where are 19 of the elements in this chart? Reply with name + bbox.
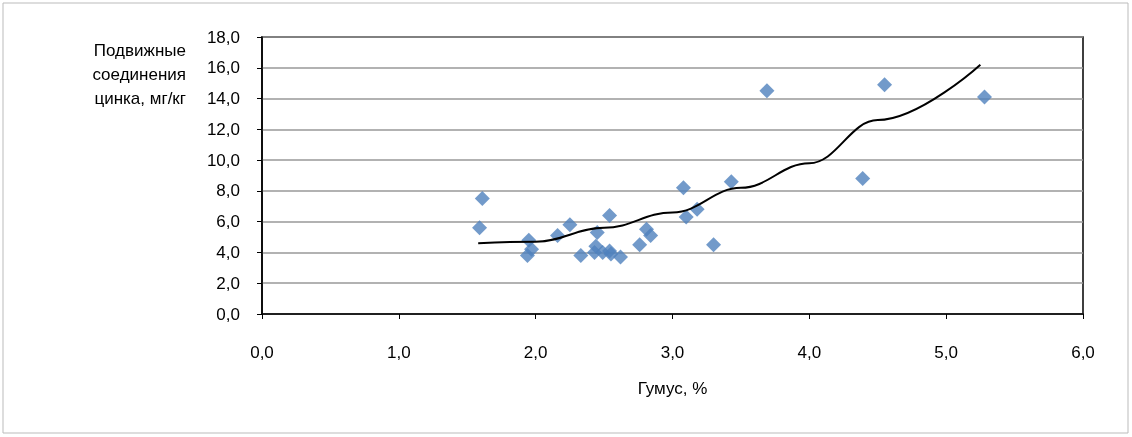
y-tick-label: 8,0 (216, 181, 240, 201)
y-tick-label: 10,0 (206, 150, 240, 170)
y-tick-label: 4,0 (216, 242, 240, 262)
y-tick-label: 6,0 (216, 212, 240, 232)
y-tick-label: 0,0 (216, 304, 240, 324)
x-tick-label: 6,0 (1071, 343, 1095, 362)
x-tick-label: 4,0 (797, 343, 822, 362)
x-tick-label: 1,0 (387, 343, 411, 362)
y-tick-label: 18,0 (206, 27, 240, 47)
x-tick-label: 3,0 (660, 343, 685, 362)
y-tick-label: 2,0 (216, 273, 240, 293)
y-axis-title: Подвижные соединения цинка, мг/кг (92, 40, 186, 108)
y-tick-label: 16,0 (206, 58, 240, 78)
x-tick-label: 2,0 (523, 343, 548, 362)
x-axis-title: Гумус, % (637, 379, 708, 398)
x-tick-label: 0,0 (250, 343, 274, 362)
x-tick-label: 5,0 (934, 343, 958, 362)
y-tick-label: 12,0 (206, 119, 240, 139)
y-tick-label: 14,0 (206, 89, 240, 109)
